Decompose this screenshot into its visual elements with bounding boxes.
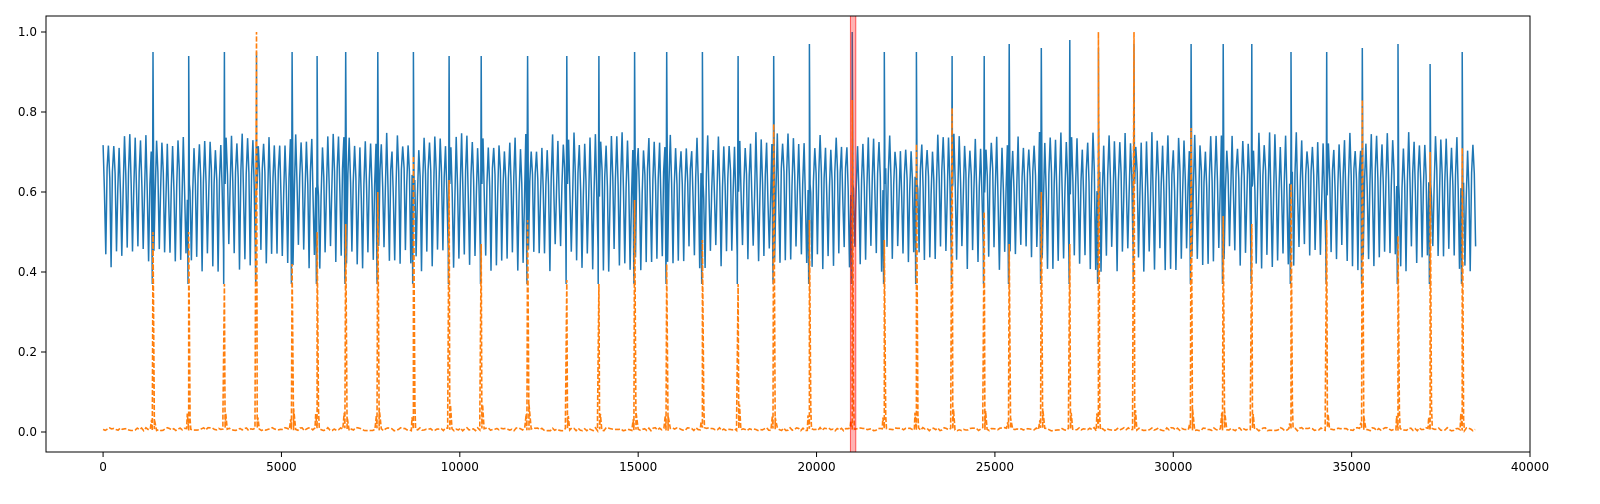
y-tick-label: 0.2 — [18, 345, 37, 359]
y-tick-label: 0.8 — [18, 105, 37, 119]
highlight-band — [849, 15, 857, 453]
y-axis: 0.0 0.2 0.4 0.6 0.8 1.0 — [18, 25, 46, 439]
x-tick-label: 25000 — [976, 460, 1014, 474]
x-tick-label: 15000 — [619, 460, 657, 474]
x-tick-label: 5000 — [266, 460, 297, 474]
highlight-region — [849, 15, 857, 453]
y-tick-label: 0.0 — [18, 425, 37, 439]
y-tick-label: 1.0 — [18, 25, 37, 39]
y-tick-label: 0.6 — [18, 185, 37, 199]
x-tick-label: 0 — [99, 460, 107, 474]
x-tick-label: 40000 — [1511, 460, 1549, 474]
axes-frame — [45, 15, 1531, 453]
series-line-orange — [102, 31, 1476, 434]
y-tick-label: 0.4 — [18, 265, 37, 279]
x-tick-label: 35000 — [1333, 460, 1371, 474]
plot-area — [102, 31, 1477, 434]
x-axis: 0 5000 10000 15000 20000 25000 30000 35000 40000 — [99, 452, 1549, 474]
x-tick-label: 20000 — [797, 460, 835, 474]
x-tick-label: 30000 — [1154, 460, 1192, 474]
x-tick-label: 10000 — [441, 460, 479, 474]
series-line-blue — [102, 31, 1477, 285]
